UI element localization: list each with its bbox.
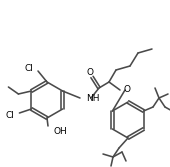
Text: O: O xyxy=(124,85,131,94)
Text: OH: OH xyxy=(53,126,67,135)
Text: NH: NH xyxy=(86,94,99,103)
Text: Cl: Cl xyxy=(6,111,14,120)
Text: Cl: Cl xyxy=(24,63,33,72)
Text: O: O xyxy=(87,67,94,76)
